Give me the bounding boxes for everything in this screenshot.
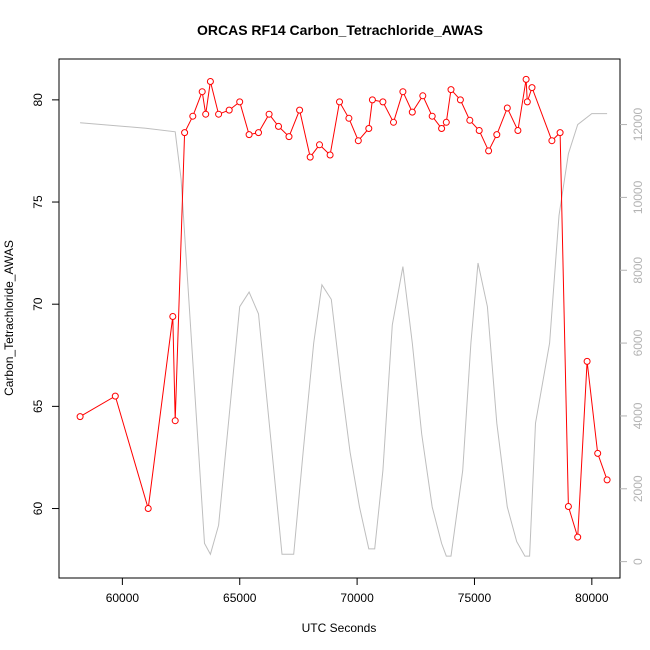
data-point [493,131,501,139]
x-tick-label-3: 75000 [458,591,492,605]
y2-tick-label-4: 8000 [631,257,645,284]
data-point [583,357,591,365]
data-point [206,78,214,85]
y2-tick-label-6: 12000 [631,108,645,142]
primary-line [79,79,608,538]
data-point [528,84,536,92]
y-tick-label-2: 70 [31,297,45,311]
data-point [379,98,387,106]
y-axis: 60 65 70 75 80 [31,93,59,515]
x-axis-label: UTC Seconds [302,621,377,635]
data-point [265,110,273,118]
data-point [485,147,493,155]
data-point [255,129,262,137]
data-point [408,108,416,116]
data-point [399,88,407,96]
data-point [438,125,446,132]
data-point [514,127,522,134]
data-point [548,137,556,145]
data-point [368,96,376,104]
x-tick-label-2: 70000 [340,591,374,605]
data-point [225,106,233,114]
data-point [603,476,611,484]
y2-tick-label-2: 4000 [631,402,645,429]
data-point [475,127,483,134]
x-tick-label-0: 60000 [106,591,140,605]
data-point [202,110,210,118]
x-axis: 60000 65000 70000 75000 80000 [106,578,609,605]
data-point [556,129,564,137]
data-point [442,118,450,126]
data-point [189,112,197,120]
data-point [275,122,282,130]
data-point [144,505,152,512]
data-point [419,92,427,100]
plot-frame [58,58,621,579]
data-point [198,88,206,96]
data-point [169,313,177,320]
x-tick-label-4: 80000 [575,591,609,605]
y-tick-label-0: 60 [31,502,45,516]
y-tick-label-3: 75 [31,195,45,209]
data-point [181,129,189,137]
y-tick-label-4: 80 [31,93,45,107]
data-point [316,141,323,149]
y2-tick-label-5: 10000 [631,180,645,214]
data-point [76,413,84,421]
y2-axis: 0 2000 4000 6000 8000 10000 12000 [620,108,645,565]
data-point [390,118,397,126]
data-point [111,392,119,400]
data-point [503,104,511,112]
data-point [336,98,343,106]
y2-tick-label-0: 0 [631,558,645,565]
y2-tick-label-3: 6000 [631,329,645,356]
data-point [428,112,436,120]
data-point [236,98,244,106]
data-point [296,106,304,114]
data-point [564,503,572,510]
data-point [245,131,253,139]
data-point [456,96,464,104]
data-point [306,153,314,161]
y-tick-label-1: 65 [31,399,45,413]
data-point [365,125,373,132]
x-tick-label-1: 65000 [223,591,257,605]
data-point [215,110,223,118]
data-point [466,116,474,124]
series-primary [76,75,611,541]
data-point [574,533,582,541]
data-point [447,86,455,94]
data-point [326,151,334,159]
data-point [171,417,179,425]
chart-title: ORCAS RF14 Carbon_Tetrachloride_AWAS [197,22,483,38]
data-point [522,75,530,83]
secondary-line [80,113,608,557]
series-secondary [80,113,608,557]
y2-tick-label-1: 2000 [631,475,645,502]
data-point [285,133,293,141]
data-point [523,98,531,106]
data-point [354,137,362,145]
data-point [345,114,353,122]
data-point [594,449,602,457]
y-axis-label: Carbon_Tetrachloride_AWAS [2,240,16,396]
